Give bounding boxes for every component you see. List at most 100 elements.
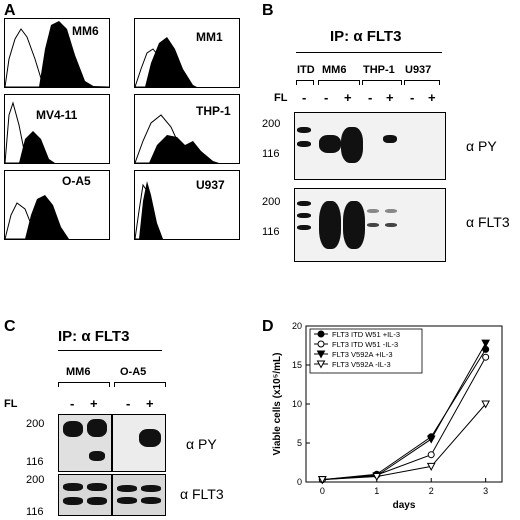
band bbox=[63, 483, 83, 491]
data-point-series-4 bbox=[372, 473, 382, 482]
ip-label-b: IP: α FLT3 bbox=[330, 28, 402, 45]
panel-letter-b: B bbox=[262, 2, 274, 19]
fl-sign-b-2: - bbox=[324, 90, 329, 105]
x-tick-label: 1 bbox=[374, 486, 379, 496]
band bbox=[141, 497, 161, 504]
lane-label-thp-1: THP-1 bbox=[363, 64, 395, 76]
x-tick-label: 0 bbox=[320, 486, 325, 496]
histogram-mm1-plot bbox=[135, 37, 197, 87]
antibody-label-c-py: α PY bbox=[186, 436, 217, 452]
ip-label-c: IP: α FLT3 bbox=[58, 328, 130, 345]
histogram-mv4-11-plot bbox=[5, 101, 55, 163]
fl-sign-b-1: - bbox=[302, 90, 307, 105]
lane-label-itd: ITD bbox=[297, 64, 315, 76]
lane-label-c-o-a5: O-A5 bbox=[120, 366, 147, 378]
ip-underline-b bbox=[296, 52, 442, 53]
band bbox=[383, 135, 397, 143]
histogram-o-a5 bbox=[4, 170, 110, 240]
fl-label-b: FL bbox=[274, 92, 288, 104]
fl-sign-c-4: + bbox=[146, 396, 154, 411]
data-point-series-3 bbox=[426, 435, 436, 444]
mw-c-top-200: 200 bbox=[26, 418, 45, 430]
fl-label-c: FL bbox=[4, 398, 18, 410]
legend-label: FLT3 V592A -IL-3 bbox=[332, 360, 391, 369]
lane-bracket-thp-1 bbox=[362, 80, 402, 85]
band bbox=[63, 421, 83, 437]
histogram-thp-1 bbox=[134, 94, 240, 164]
fl-sign-b-6: - bbox=[410, 90, 415, 105]
blot-c-py-oa5 bbox=[112, 414, 166, 472]
panel-letter-a: A bbox=[4, 2, 16, 19]
cell-label-u937: U937 bbox=[196, 178, 225, 192]
band bbox=[319, 135, 341, 153]
cell-label-o-a5: O-A5 bbox=[62, 174, 91, 188]
histogram-mm1 bbox=[134, 18, 240, 88]
mw-c-bottom-116: 116 bbox=[26, 506, 44, 518]
y-tick-label: 10 bbox=[292, 399, 302, 409]
antibody-label-b-py: α PY bbox=[466, 138, 497, 154]
lane-label-u937: U937 bbox=[405, 64, 432, 76]
series-line-4 bbox=[322, 403, 487, 481]
histogram-mm6-plot bbox=[5, 21, 109, 87]
legend-marker bbox=[316, 350, 326, 359]
histogram-mm6 bbox=[4, 18, 110, 88]
histogram-mv4-11 bbox=[4, 94, 110, 164]
fl-sign-b-4: - bbox=[368, 90, 373, 105]
legend-label: FLT3 ITD W51 -IL-3 bbox=[332, 340, 398, 349]
mw-b-bottom-116: 116 bbox=[262, 226, 280, 238]
mw-b-top-200: 200 bbox=[262, 118, 281, 130]
band bbox=[319, 201, 341, 249]
mw-b-bottom-200: 200 bbox=[262, 196, 281, 208]
histogram-u937 bbox=[134, 170, 240, 240]
panel-letter-c: C bbox=[4, 318, 16, 335]
lane-bracket-c-o-a5 bbox=[114, 382, 166, 387]
cell-label-mv4-11: MV4-11 bbox=[36, 108, 78, 122]
growth-chart: 0 5 10 15 20 0 1 2 3 days Viable cells (x10⁵/mL) FL… bbox=[272, 321, 503, 511]
cell-label-mm6: MM6 bbox=[72, 24, 99, 38]
band bbox=[139, 429, 161, 447]
legend-marker bbox=[317, 330, 325, 338]
blot-b-flt3 bbox=[294, 188, 446, 262]
blot-c-flt3-oa5 bbox=[112, 474, 166, 516]
band bbox=[89, 451, 105, 461]
fl-sign-b-7: + bbox=[428, 90, 436, 105]
x-tick-label: 2 bbox=[429, 486, 434, 496]
lane-bracket-itd bbox=[296, 80, 314, 85]
lane-label-c-mm6: MM6 bbox=[66, 366, 91, 378]
legend-marker bbox=[317, 340, 325, 348]
y-tick-label: 0 bbox=[297, 477, 302, 487]
histogram-o-a5-plot bbox=[5, 195, 69, 239]
legend-label: FLT3 ITD W51 +IL-3 bbox=[332, 330, 400, 339]
band bbox=[297, 213, 311, 218]
y-tick-label: 15 bbox=[292, 360, 302, 370]
panel-letter-d: D bbox=[262, 318, 274, 335]
blot-c-flt3-mm6 bbox=[58, 474, 112, 516]
legend-marker bbox=[316, 360, 326, 369]
fl-sign-c-1: - bbox=[70, 396, 75, 411]
band bbox=[117, 485, 137, 492]
band bbox=[367, 223, 379, 227]
cell-label-thp-1: THP-1 bbox=[196, 104, 231, 118]
lane-bracket-mm6 bbox=[318, 80, 360, 85]
band bbox=[297, 127, 311, 133]
legend-box bbox=[309, 328, 423, 374]
cell-label-mm1: MM1 bbox=[196, 30, 223, 44]
blot-c-py-mm6 bbox=[58, 414, 112, 472]
ip-underline-c bbox=[58, 350, 162, 351]
data-point-series-3 bbox=[481, 339, 491, 348]
antibody-label-c-flt3: α FLT3 bbox=[180, 486, 224, 502]
data-point-series-4 bbox=[317, 476, 327, 485]
data-point-series-4 bbox=[426, 462, 436, 471]
band bbox=[385, 209, 397, 213]
fl-sign-c-3: - bbox=[126, 396, 131, 411]
lane-bracket-u937 bbox=[404, 80, 440, 85]
fl-sign-b-3: + bbox=[344, 90, 352, 105]
band bbox=[117, 497, 137, 504]
band bbox=[343, 201, 365, 249]
band bbox=[297, 141, 311, 147]
band bbox=[87, 497, 107, 505]
mw-b-top-116: 116 bbox=[262, 148, 280, 160]
fl-sign-c-2: + bbox=[90, 396, 98, 411]
blot-b-pY bbox=[294, 112, 446, 180]
antibody-label-b-flt3: α FLT3 bbox=[466, 214, 510, 230]
